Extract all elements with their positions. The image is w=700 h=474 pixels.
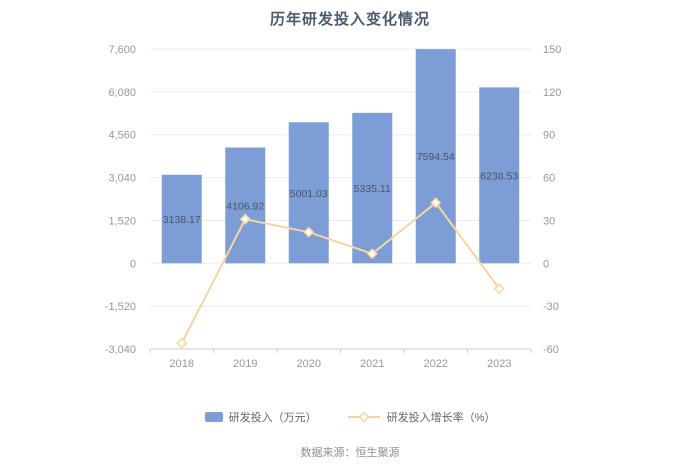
x-axis-label-2018: 2018 [170, 358, 194, 370]
x-axis-label-2021: 2021 [360, 358, 384, 370]
legend-label-bar-series: 研发投入（万元） [228, 412, 317, 424]
x-axis-label-2022: 2022 [424, 358, 448, 370]
bar-value-label: 6238.53 [480, 170, 518, 182]
left-axis-tick-label: 0 [130, 258, 136, 270]
growth-point-2022[interactable] [430, 197, 442, 209]
left-axis-tick-label: -3,040 [105, 344, 136, 356]
line-series-marker-icon [347, 411, 381, 423]
right-axis-tick-label: 60 [543, 173, 555, 185]
left-axis-tick-label: 7,600 [108, 44, 136, 56]
growth-rate-line [180, 201, 501, 344]
x-axis-label-2023: 2023 [487, 358, 511, 370]
bar-value-label: 3138.17 [163, 214, 201, 226]
x-axis-label-2020: 2020 [297, 358, 321, 370]
right-axis-tick-label: -60 [543, 344, 559, 356]
right-axis-tick-label: 120 [543, 87, 561, 99]
bar-series-swatch-icon [204, 412, 223, 422]
data-source: 数据来源：恒生聚源 [300, 447, 400, 459]
growth-point-2023[interactable] [493, 283, 505, 295]
left-axis-tick-label: 6,080 [108, 87, 136, 99]
bar-2022[interactable] [415, 49, 456, 264]
growth-point-2018[interactable] [176, 337, 188, 349]
left-axis-tick-label: 4,560 [108, 130, 136, 142]
bar-2020[interactable] [288, 122, 329, 264]
bar-value-label: 4106.92 [226, 200, 264, 212]
legend: 研发投入（万元） 研发投入增长率（%） [0, 407, 700, 427]
left-axis-tick-label: -1,520 [105, 301, 136, 313]
right-axis-tick-label: 90 [543, 130, 555, 142]
growth-point-2020[interactable] [303, 226, 315, 238]
x-axis-label-2019: 2019 [233, 358, 257, 370]
legend-item-line-series[interactable]: 研发投入增长率（%） [347, 409, 496, 425]
left-axis-tick-label: 1,520 [108, 215, 136, 227]
bar-value-label: 5335.11 [354, 183, 391, 195]
rd-investment-chart: 7,600 150 6,080 120 4,560 90 3,040 60 1,520 30 0 0 -… [105, 44, 562, 370]
right-axis-tick-label: -30 [543, 301, 559, 313]
chart-title: 历年研发投入变化情况 [269, 11, 430, 28]
right-axis-tick-label: 0 [543, 258, 549, 270]
right-axis-tick-label: 150 [543, 44, 561, 56]
growth-point-2021[interactable] [366, 248, 378, 260]
bar-2018[interactable] [161, 174, 202, 264]
bar-value-label: 7594.54 [417, 151, 455, 163]
bar-value-label: 5001.03 [290, 188, 328, 200]
legend-item-bar-series[interactable]: 研发投入（万元） [204, 409, 317, 425]
growth-point-2019[interactable] [239, 213, 251, 225]
right-axis-tick-label: 30 [543, 215, 555, 227]
bar-2023[interactable] [479, 87, 520, 264]
left-axis-tick-label: 3,040 [108, 173, 136, 185]
bar-2021[interactable] [352, 112, 393, 264]
legend-label-line-series: 研发投入增长率（%） [386, 412, 496, 424]
